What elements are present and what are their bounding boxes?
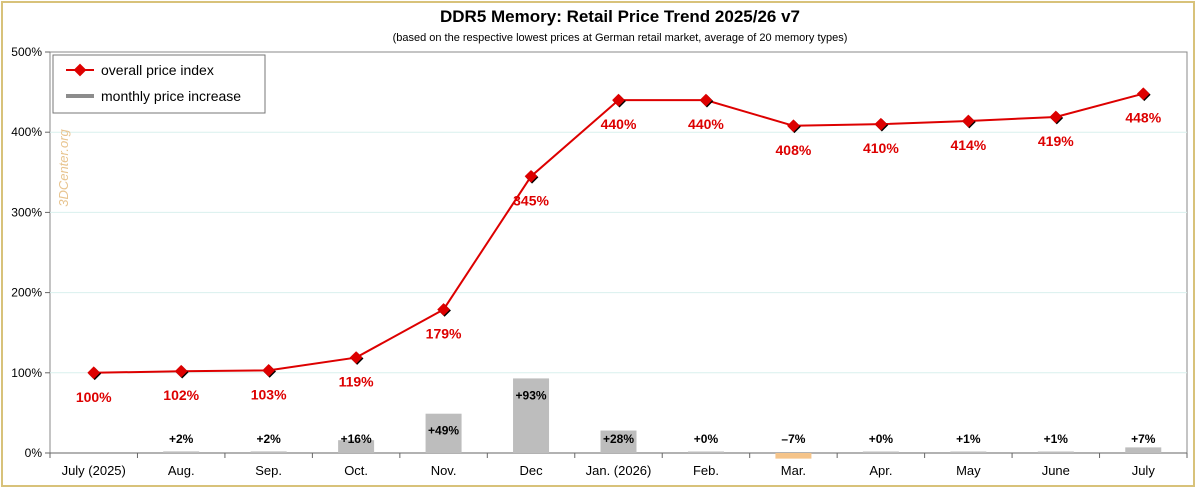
index-label: 408% bbox=[776, 142, 812, 158]
index-marker bbox=[262, 364, 276, 377]
increase-label: +16% bbox=[341, 432, 372, 446]
increase-label: +49% bbox=[428, 424, 459, 438]
y-tick-label: 400% bbox=[11, 125, 42, 139]
x-tick-label: Apr. bbox=[869, 463, 892, 478]
increase-label: +1% bbox=[956, 432, 981, 446]
x-tick-label: June bbox=[1042, 463, 1070, 478]
y-tick-label: 500% bbox=[11, 45, 42, 59]
x-tick-label: July (2025) bbox=[62, 463, 126, 478]
index-marker bbox=[349, 351, 363, 364]
increase-bar bbox=[425, 413, 462, 453]
index-label: 410% bbox=[863, 140, 899, 156]
index-label: 440% bbox=[601, 116, 637, 132]
index-label: 440% bbox=[688, 116, 724, 132]
increase-bar bbox=[600, 430, 637, 453]
chart-subtitle: (based on the respective lowest prices a… bbox=[393, 32, 848, 44]
increase-label: +28% bbox=[603, 432, 634, 446]
legend-box bbox=[52, 54, 266, 114]
index-marker bbox=[787, 119, 800, 133]
increase-bar bbox=[775, 453, 812, 459]
y-tick-label: 200% bbox=[11, 286, 42, 300]
x-tick-label: Mar. bbox=[781, 463, 806, 478]
index-label: 419% bbox=[1038, 133, 1074, 149]
x-tick-label: Oct. bbox=[344, 463, 368, 478]
x-tick-label: Sep. bbox=[255, 463, 282, 478]
increase-label: +7% bbox=[1131, 432, 1156, 446]
index-marker bbox=[699, 93, 713, 107]
increase-label: +0% bbox=[694, 432, 719, 446]
x-tick-label: Dec bbox=[519, 463, 543, 478]
index-label: 345% bbox=[513, 192, 549, 208]
increase-label: +2% bbox=[169, 432, 194, 446]
index-marker bbox=[874, 117, 888, 131]
increase-bar bbox=[250, 451, 287, 453]
index-marker bbox=[1136, 87, 1150, 101]
index-label: 103% bbox=[251, 386, 287, 402]
x-tick-label: May bbox=[956, 463, 981, 478]
index-line bbox=[93, 92, 1144, 374]
increase-bar bbox=[513, 378, 550, 453]
increase-label: +93% bbox=[516, 388, 547, 402]
index-marker bbox=[1049, 110, 1063, 124]
line-layer: 100% 102% 103% 119% 179% 345% 440% 440% 408% 410%… bbox=[76, 87, 1162, 405]
legend-index-label: overall price index bbox=[101, 62, 214, 78]
increase-bar bbox=[862, 451, 899, 453]
index-label: 448% bbox=[1125, 110, 1161, 126]
x-tick-label: Jan. (2026) bbox=[586, 463, 652, 478]
y-tick-label: 300% bbox=[11, 205, 42, 219]
x-tick-label: Aug. bbox=[168, 463, 195, 478]
x-tick-label: Nov. bbox=[431, 463, 457, 478]
increase-bar bbox=[338, 440, 375, 453]
chart-title: DDR5 Memory: Retail Price Trend 2025/26 … bbox=[440, 7, 800, 26]
y-tick-label: 100% bbox=[11, 366, 42, 380]
index-label: 179% bbox=[426, 325, 462, 341]
y-tick-label: 0% bbox=[25, 446, 43, 460]
index-label: 119% bbox=[339, 374, 375, 390]
legend-increase-label: monthly price increase bbox=[101, 88, 241, 104]
index-marker bbox=[437, 303, 450, 316]
increase-label: +1% bbox=[1044, 432, 1069, 446]
index-marker bbox=[87, 366, 101, 380]
watermark: 3DCenter.org bbox=[56, 128, 71, 206]
increase-label: +2% bbox=[256, 432, 281, 446]
increase-bar bbox=[950, 451, 987, 453]
index-label: 100% bbox=[76, 389, 112, 405]
index-label: 414% bbox=[950, 137, 986, 153]
index-label: 102% bbox=[163, 387, 199, 403]
increase-bar bbox=[163, 451, 200, 453]
increase-label: –7% bbox=[781, 432, 805, 446]
increase-bar bbox=[1037, 451, 1074, 453]
bar-layer: +2% +2% +16% +49% +93% +28% +0% –7% +0% +1% +1% +7% bbox=[163, 378, 1162, 459]
x-tick-label: Feb. bbox=[693, 463, 719, 478]
increase-bar bbox=[687, 451, 724, 453]
legend: overall price index monthly price increa… bbox=[52, 54, 266, 114]
increase-bar bbox=[1125, 447, 1162, 453]
x-tick-label: July bbox=[1132, 463, 1156, 478]
increase-label: +0% bbox=[869, 432, 894, 446]
index-marker bbox=[961, 114, 975, 128]
index-marker bbox=[174, 364, 188, 378]
